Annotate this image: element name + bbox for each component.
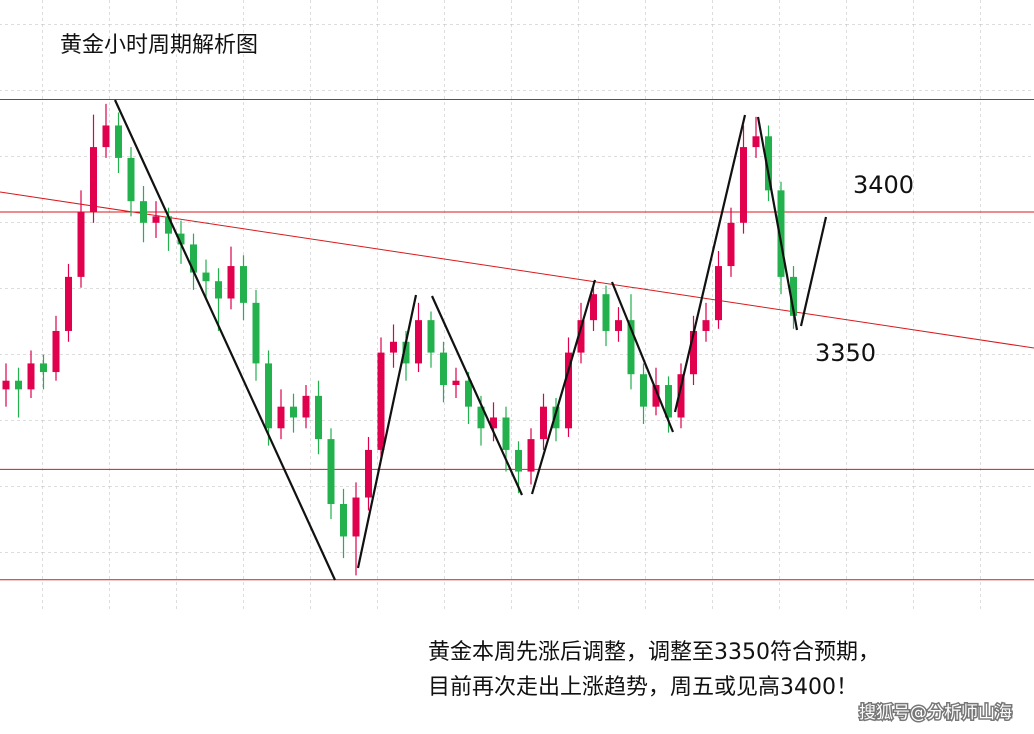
candle-body	[540, 406, 547, 440]
candle-body	[240, 266, 247, 303]
candle-body	[590, 294, 597, 321]
trend-line	[0, 191, 1034, 349]
candle-body	[502, 417, 510, 450]
candle-body	[477, 406, 485, 429]
annotation: 目前再次走出上涨趋势，周五或见高3400！	[428, 675, 858, 700]
candle-body	[602, 294, 610, 331]
candle-body	[765, 136, 772, 191]
grid	[0, 0, 1034, 612]
candle-body	[740, 147, 747, 223]
candle-body	[190, 244, 197, 273]
candle-body	[52, 330, 60, 373]
candle-body	[627, 320, 635, 375]
candle-body	[302, 395, 310, 418]
candle-body	[577, 320, 585, 353]
wave-lines	[114, 99, 828, 581]
candle-body	[565, 352, 572, 429]
candle-body	[415, 320, 422, 364]
candle-body	[490, 417, 497, 429]
candle-body	[377, 352, 385, 450]
chart-title: 黄金小时周期解析图	[60, 33, 258, 58]
price-label: 3350	[815, 339, 876, 367]
candle-body	[365, 449, 372, 498]
candle-body	[202, 272, 210, 282]
wave-line	[530, 279, 597, 495]
wave-line	[673, 114, 747, 413]
candle-body	[252, 302, 260, 364]
candle-body	[402, 341, 410, 364]
candle-body	[90, 147, 97, 212]
wave-line	[114, 99, 336, 581]
candle-body	[290, 406, 297, 418]
wave-line	[799, 216, 828, 327]
candle-body	[40, 363, 47, 373]
annotation: 黄金本周先涨后调整，调整至3350符合预期，	[428, 640, 880, 665]
candle-body	[277, 406, 285, 429]
candle-body	[65, 276, 72, 331]
candle-body	[327, 439, 335, 505]
candle-body	[702, 320, 710, 331]
candle-body	[652, 385, 660, 407]
candle-body	[665, 385, 672, 418]
candle-body	[440, 352, 447, 386]
candle-body	[777, 190, 785, 277]
candle-body	[677, 374, 685, 418]
candle-body	[127, 157, 135, 202]
candle-body	[265, 363, 272, 429]
watermark: 搜狐号@分析师山海	[859, 703, 1012, 723]
candle-body	[465, 380, 472, 407]
candle-body	[215, 281, 222, 299]
candle-body	[352, 497, 360, 537]
candle-body	[690, 330, 697, 375]
candle-body	[165, 216, 172, 234]
candle-body	[340, 504, 347, 537]
candle-body	[615, 320, 622, 331]
candle-body	[752, 136, 760, 148]
candle-body	[227, 266, 235, 299]
candle-body	[790, 276, 797, 316]
candle-body	[552, 406, 560, 429]
price-label: 3400	[853, 171, 914, 199]
candle-body	[102, 125, 110, 148]
candle-body	[77, 211, 85, 277]
candle-body	[315, 395, 322, 440]
candle-body	[140, 201, 147, 223]
candle-body	[427, 320, 435, 353]
candle-body	[115, 125, 122, 158]
candle-body	[452, 380, 460, 386]
wave-line	[610, 281, 675, 433]
wave-line	[430, 295, 524, 496]
candle-body	[2, 380, 10, 390]
candle-body	[177, 233, 185, 245]
wave-line	[356, 294, 418, 569]
candle-body	[715, 266, 722, 321]
wave-line	[756, 116, 799, 331]
candle-body	[27, 363, 35, 390]
candle-body	[640, 374, 647, 407]
candle-body	[515, 449, 522, 472]
candle-body	[527, 439, 535, 472]
candle-body	[15, 380, 22, 390]
candle-body	[152, 216, 160, 223]
candle-body	[390, 341, 397, 353]
candle-body	[727, 222, 735, 267]
